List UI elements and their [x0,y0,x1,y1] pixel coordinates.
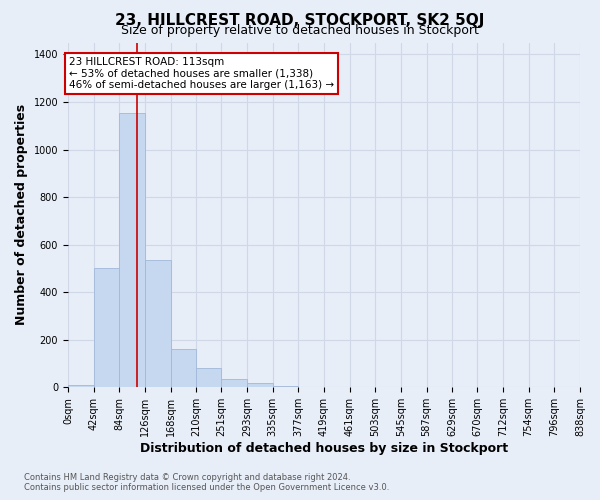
Bar [145,260,170,388]
Bar [247,382,272,388]
Bar [68,386,94,388]
Bar [196,368,221,388]
Bar [221,379,247,388]
Text: Size of property relative to detached houses in Stockport: Size of property relative to detached ho… [121,24,479,37]
Bar [94,268,119,388]
X-axis label: Distribution of detached houses by size in Stockport: Distribution of detached houses by size … [140,442,508,455]
Bar [119,112,145,388]
Text: 23 HILLCREST ROAD: 113sqm
← 53% of detached houses are smaller (1,338)
46% of se: 23 HILLCREST ROAD: 113sqm ← 53% of detac… [69,57,334,90]
Text: Contains HM Land Registry data © Crown copyright and database right 2024.
Contai: Contains HM Land Registry data © Crown c… [24,473,389,492]
Y-axis label: Number of detached properties: Number of detached properties [15,104,28,326]
Bar [272,386,298,388]
Text: 23, HILLCREST ROAD, STOCKPORT, SK2 5QJ: 23, HILLCREST ROAD, STOCKPORT, SK2 5QJ [115,12,485,28]
Bar [170,350,196,388]
Bar [350,386,375,388]
Bar [324,386,350,388]
Bar [298,386,324,388]
